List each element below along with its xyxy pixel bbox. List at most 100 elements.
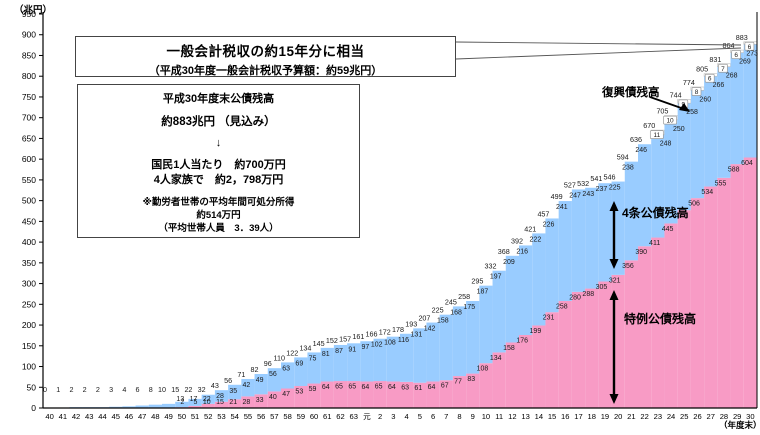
svg-text:193: 193 — [405, 319, 417, 328]
svg-text:546: 546 — [604, 173, 616, 182]
svg-text:57: 57 — [270, 412, 278, 421]
svg-text:157: 157 — [339, 334, 351, 343]
svg-text:43: 43 — [211, 381, 219, 390]
svg-text:108: 108 — [477, 366, 489, 373]
svg-text:65: 65 — [348, 384, 356, 391]
svg-text:1: 1 — [56, 385, 60, 394]
svg-text:199: 199 — [530, 328, 542, 335]
summary-line-per-capita: 国民1人当たり 約700万円 — [151, 159, 286, 171]
svg-text:53: 53 — [217, 412, 225, 421]
svg-text:883: 883 — [736, 33, 748, 42]
svg-text:332: 332 — [485, 262, 497, 271]
svg-text:10: 10 — [158, 385, 166, 394]
svg-text:22: 22 — [184, 385, 192, 394]
svg-text:52: 52 — [204, 412, 212, 421]
svg-text:6: 6 — [748, 44, 752, 51]
svg-text:445: 445 — [662, 226, 674, 233]
svg-text:42: 42 — [243, 382, 251, 389]
svg-text:172: 172 — [379, 328, 391, 337]
svg-text:6: 6 — [136, 385, 140, 394]
svg-text:65: 65 — [335, 384, 343, 391]
svg-text:245: 245 — [445, 297, 457, 306]
svg-text:356: 356 — [622, 263, 634, 270]
svg-text:59: 59 — [309, 386, 317, 393]
svg-text:19: 19 — [601, 412, 609, 421]
svg-text:46: 46 — [125, 412, 133, 421]
svg-text:400: 400 — [22, 237, 36, 247]
bond-balance-summary-box: 平成30年度末公債残高 約883兆円 （見込み） ↓ 国民1人当たり 約700万… — [77, 84, 360, 238]
svg-text:2: 2 — [96, 385, 100, 394]
svg-text:200: 200 — [22, 320, 36, 330]
svg-text:6: 6 — [734, 52, 738, 59]
svg-text:61: 61 — [323, 412, 331, 421]
svg-text:636: 636 — [630, 135, 642, 144]
svg-text:33: 33 — [256, 397, 264, 404]
svg-text:40: 40 — [45, 412, 53, 421]
svg-text:392: 392 — [511, 236, 523, 245]
svg-text:6: 6 — [431, 412, 435, 421]
svg-text:774: 774 — [683, 78, 695, 87]
svg-text:17: 17 — [190, 396, 198, 403]
svg-text:10: 10 — [482, 412, 490, 421]
svg-text:158: 158 — [437, 318, 449, 325]
svg-text:116: 116 — [398, 337, 409, 344]
svg-text:750: 750 — [22, 92, 36, 102]
svg-text:131: 131 — [411, 331, 423, 338]
svg-text:21: 21 — [627, 412, 635, 421]
svg-text:47: 47 — [282, 391, 290, 398]
svg-text:134: 134 — [299, 343, 311, 352]
svg-text:28: 28 — [216, 393, 224, 400]
svg-text:25: 25 — [680, 412, 688, 421]
svg-text:10: 10 — [203, 399, 211, 406]
svg-text:258: 258 — [458, 292, 470, 301]
svg-text:527: 527 — [564, 180, 576, 189]
svg-text:600: 600 — [22, 154, 36, 164]
svg-text:56: 56 — [269, 371, 277, 378]
svg-text:50: 50 — [27, 382, 37, 392]
svg-text:450: 450 — [22, 216, 36, 226]
svg-text:175: 175 — [463, 304, 475, 311]
svg-text:2: 2 — [180, 399, 184, 406]
svg-text:67: 67 — [441, 383, 449, 390]
construction-bonds-label: 4条公債残高 — [622, 206, 689, 220]
svg-text:207: 207 — [418, 314, 430, 323]
svg-text:831: 831 — [709, 55, 721, 64]
svg-text:49: 49 — [164, 412, 172, 421]
svg-text:10: 10 — [666, 118, 674, 125]
svg-text:53: 53 — [295, 389, 303, 396]
svg-text:8: 8 — [695, 89, 699, 96]
svg-text:15: 15 — [171, 385, 179, 394]
svg-text:元: 元 — [363, 412, 371, 421]
svg-text:2: 2 — [378, 412, 382, 421]
summary-line-income-value: 約514万円 — [196, 210, 241, 221]
svg-text:350: 350 — [22, 258, 36, 268]
svg-text:24: 24 — [667, 412, 675, 421]
svg-text:5: 5 — [194, 399, 198, 406]
svg-text:226: 226 — [543, 221, 555, 228]
svg-text:75: 75 — [309, 355, 317, 362]
svg-text:27: 27 — [706, 412, 714, 421]
svg-text:56: 56 — [224, 376, 232, 385]
svg-text:161: 161 — [352, 332, 364, 341]
svg-text:65: 65 — [375, 384, 383, 391]
svg-text:534: 534 — [701, 189, 713, 196]
svg-text:247: 247 — [569, 192, 581, 199]
svg-text:864: 864 — [723, 41, 735, 50]
svg-text:0: 0 — [31, 403, 36, 413]
svg-text:26: 26 — [693, 412, 701, 421]
svg-text:0: 0 — [43, 385, 47, 394]
svg-text:588: 588 — [728, 167, 740, 174]
svg-text:243: 243 — [582, 191, 594, 198]
svg-text:158: 158 — [503, 345, 515, 352]
svg-text:280: 280 — [569, 294, 581, 301]
svg-text:50: 50 — [178, 412, 186, 421]
summary-line-title: 平成30年度末公債残高 — [162, 93, 275, 105]
tax-revenue-note-box: 一般会計税収の約15年分に相当 （平成30年度一般会計税収予算額：約59兆円） — [75, 36, 456, 77]
svg-text:300: 300 — [22, 279, 36, 289]
svg-text:237: 237 — [596, 186, 608, 193]
svg-text:145: 145 — [313, 339, 325, 348]
svg-text:368: 368 — [498, 247, 510, 256]
svg-text:8: 8 — [149, 385, 153, 394]
